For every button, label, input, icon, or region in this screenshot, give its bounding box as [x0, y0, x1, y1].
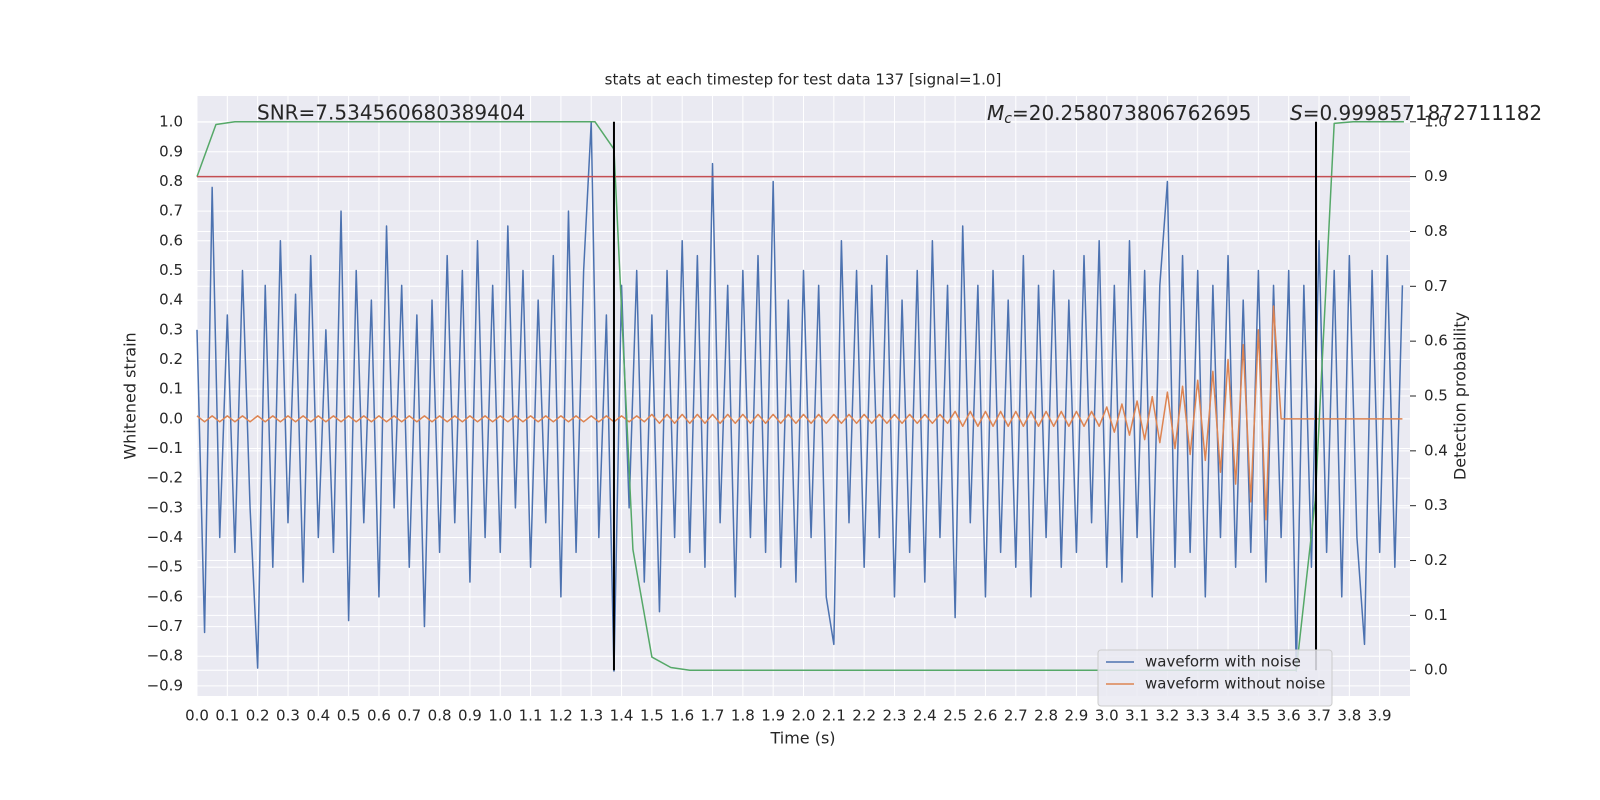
y-tick-label: 0.9	[159, 142, 183, 160]
y-axis-label: Whitened strain	[121, 332, 140, 459]
x-tick-label: 0.6	[367, 707, 391, 725]
mc-annotation: Mc=20.258073806762695	[987, 101, 1251, 128]
y-tick-label: −0.4	[147, 528, 183, 546]
series-line	[196, 305, 1403, 521]
x-tick-label: 2.6	[974, 707, 998, 725]
chart-title: stats at each timestep for test data 137…	[605, 71, 1002, 89]
y-tick-label: 1.0	[159, 113, 183, 131]
y2-tick-label: 0.2	[1424, 551, 1448, 569]
y2-axis-label: Detection probability	[1451, 312, 1470, 480]
x-tick-label: 0.1	[215, 707, 239, 725]
y-tick-label: −0.9	[147, 676, 183, 694]
x-tick-label: 1.4	[610, 707, 634, 725]
x-tick-label: 1.3	[579, 707, 603, 725]
x-tick-label: 3.1	[1125, 707, 1149, 725]
y2-tick-label: 1.0	[1424, 112, 1448, 130]
x-tick-label: 2.4	[913, 707, 937, 725]
x-tick-label: 0.9	[458, 707, 482, 725]
x-tick-label: 2.0	[792, 707, 816, 725]
x-tick-label: 0.3	[276, 707, 300, 725]
x-tick-label: 2.1	[822, 707, 846, 725]
legend-label: waveform without noise	[1145, 675, 1325, 693]
x-tick-label: 0.2	[246, 707, 270, 725]
x-tick-label: 1.2	[549, 707, 573, 725]
y-tick-label: 0.7	[159, 202, 183, 220]
x-tick-label: 2.9	[1064, 707, 1088, 725]
mc-symbol: M	[987, 101, 1004, 125]
x-tick-label: 2.2	[852, 707, 876, 725]
y-tick-label: −0.8	[147, 647, 183, 665]
y2-tick-label: 0.8	[1424, 222, 1448, 240]
y2-tick-label: 0.7	[1424, 277, 1448, 295]
x-tick-label: 1.0	[488, 707, 512, 725]
x-tick-label: 2.5	[943, 707, 967, 725]
mc-subscript: c	[1004, 111, 1012, 127]
y-tick-label: −0.3	[147, 498, 183, 516]
x-tick-label: 0.0	[185, 707, 209, 725]
y-tick-label: −0.1	[147, 439, 183, 457]
x-tick-label: 1.6	[670, 707, 694, 725]
x-tick-label: 0.7	[397, 707, 421, 725]
s-annotation: S=0.9998571872711182	[1290, 101, 1542, 125]
x-tick-label: 3.7	[1307, 707, 1331, 725]
x-tick-label: 1.1	[519, 707, 543, 725]
x-tick-label: 3.3	[1186, 707, 1210, 725]
y2-tick-label: 0.5	[1424, 387, 1448, 405]
legend-box	[1097, 649, 1333, 707]
x-tick-label: 0.5	[337, 707, 361, 725]
y-tick-label: −0.6	[147, 587, 183, 605]
x-tick-label: 2.3	[883, 707, 907, 725]
x-tick-label: 3.6	[1277, 707, 1301, 725]
y-tick-label: 0.6	[159, 231, 183, 249]
x-tick-label: 3.0	[1095, 707, 1119, 725]
snr-annotation: SNR=7.534560680389404	[257, 101, 525, 125]
y-tick-label: −0.7	[147, 617, 183, 635]
x-tick-label: 3.4	[1216, 707, 1240, 725]
x-tick-label: 1.9	[761, 707, 785, 725]
x-tick-label: 1.7	[701, 707, 725, 725]
series-line	[196, 121, 1404, 672]
s-symbol: S	[1290, 101, 1303, 125]
y2-tick-label: 0.0	[1424, 661, 1448, 679]
x-tick-label: 0.8	[428, 707, 452, 725]
y2-tick-label: 0.4	[1424, 441, 1448, 459]
y-tick-label: 0.4	[159, 291, 183, 309]
y2-tick-label: 0.6	[1424, 332, 1448, 350]
x-tick-label: 1.5	[640, 707, 664, 725]
x-tick-label: 2.8	[1034, 707, 1058, 725]
x-tick-label: 3.8	[1337, 707, 1361, 725]
x-tick-label: 1.8	[731, 707, 755, 725]
y-tick-label: 0.2	[159, 350, 183, 368]
x-tick-label: 3.9	[1368, 707, 1392, 725]
s-value: =0.9998571872711182	[1303, 101, 1542, 125]
x-axis-label: Time (s)	[769, 729, 835, 748]
y-tick-label: 0.8	[159, 172, 183, 190]
y-tick-label: 0.1	[159, 380, 183, 398]
y2-tick-label: 0.1	[1424, 606, 1448, 624]
y-tick-label: 0.0	[159, 409, 183, 427]
legend-label: waveform with noise	[1145, 653, 1301, 671]
y2-tick-label: 0.9	[1424, 167, 1448, 185]
y-tick-label: −0.5	[147, 558, 183, 576]
mc-value: =20.258073806762695	[1012, 101, 1251, 125]
x-tick-label: 0.4	[306, 707, 330, 725]
y-tick-label: −0.2	[147, 469, 183, 487]
series-line	[196, 121, 1404, 671]
y-tick-label: 0.3	[159, 320, 183, 338]
x-tick-label: 3.2	[1155, 707, 1179, 725]
y-tick-label: 0.5	[159, 261, 183, 279]
x-tick-label: 2.7	[1004, 707, 1028, 725]
y2-tick-label: 0.3	[1424, 496, 1448, 514]
x-tick-label: 3.5	[1246, 707, 1270, 725]
